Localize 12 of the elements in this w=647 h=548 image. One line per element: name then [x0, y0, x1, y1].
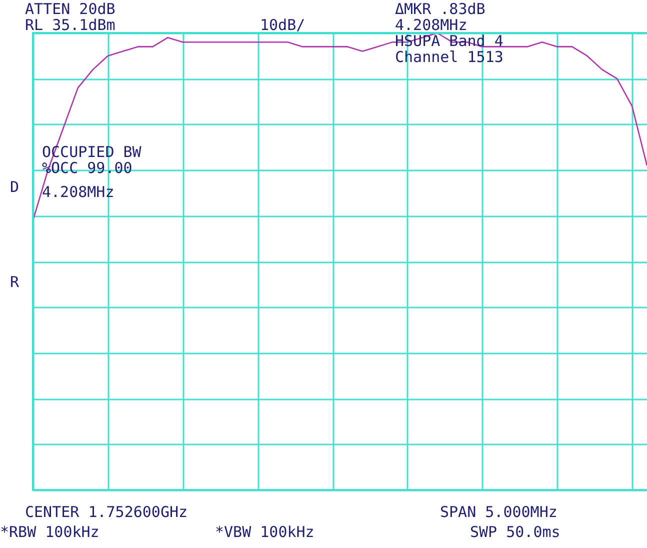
text: R [10, 273, 20, 291]
annotation: RL 35.1dBm [25, 16, 116, 34]
text: ΔMKR .83dB [395, 0, 486, 18]
text: SWP 50.0ms [470, 523, 560, 541]
text: CENTER 1.752600GHz [25, 503, 188, 521]
annotation: 4.208MHz [395, 16, 468, 34]
annotation: 10dB/ [260, 16, 306, 34]
text: ATTEN 20dB [25, 0, 116, 18]
text: *VBW 100kHz [215, 523, 314, 541]
text: *RBW 100kHz [0, 523, 100, 541]
text: SPAN 5.000MHz [440, 503, 558, 521]
text: D [10, 178, 20, 196]
